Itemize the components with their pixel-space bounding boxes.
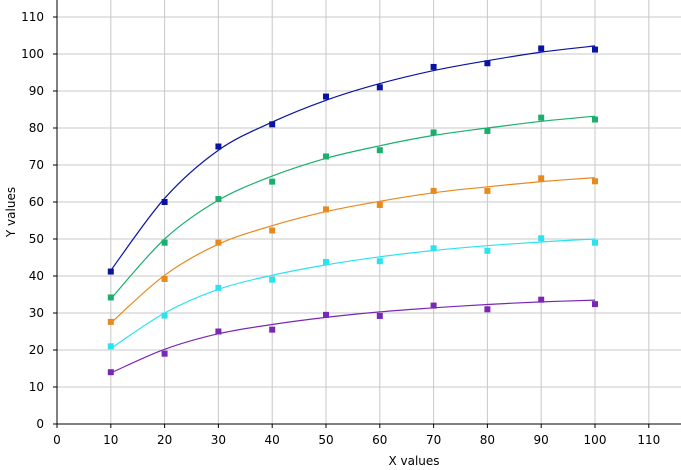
data-point — [538, 175, 545, 182]
data-point — [323, 258, 329, 265]
x-tick-label: 100 — [584, 433, 607, 447]
x-tick-label: 20 — [157, 433, 172, 447]
data-point — [215, 284, 222, 291]
data-point — [269, 121, 276, 128]
x-axis-title: X values — [388, 454, 439, 468]
data-point — [107, 294, 114, 301]
y-tick-label: 110 — [21, 10, 44, 24]
data-point — [107, 369, 114, 376]
y-tick-label: 10 — [29, 380, 44, 394]
x-tick-label: 90 — [534, 433, 549, 447]
y-tick-label: 0 — [36, 417, 44, 431]
data-point — [484, 306, 491, 313]
data-point — [538, 45, 545, 52]
data-point — [161, 350, 168, 357]
data-point — [592, 239, 598, 246]
series-layer — [107, 45, 598, 376]
data-point — [376, 312, 383, 319]
data-point — [376, 147, 383, 154]
data-point — [161, 312, 168, 319]
x-tick-label: 80 — [480, 433, 495, 447]
data-point — [323, 206, 329, 213]
fit-curve — [110, 299, 596, 374]
data-point — [430, 187, 437, 194]
gridlines — [57, 0, 681, 424]
data-point — [161, 199, 168, 205]
data-point — [269, 178, 276, 185]
fit-curve — [110, 238, 596, 350]
data-point — [215, 196, 222, 203]
data-point — [269, 227, 276, 234]
y-tick-label: 90 — [29, 84, 44, 98]
data-point — [215, 239, 222, 246]
data-point — [538, 235, 545, 242]
x-tick-label: 70 — [426, 433, 441, 447]
data-point — [538, 296, 545, 303]
data-point — [215, 328, 222, 335]
data-point — [430, 302, 437, 309]
data-point — [376, 258, 383, 265]
y-tick-label: 30 — [29, 306, 44, 320]
series-1 — [107, 45, 598, 275]
y-tick-label: 40 — [29, 269, 44, 283]
series-4 — [107, 235, 598, 350]
data-point — [376, 201, 383, 208]
axes: 0 10 20 30 40 50 60 70 80 90 100 110 0 10 20 30 40 50 60 70… — [21, 0, 681, 447]
data-point — [376, 84, 383, 91]
data-point — [484, 247, 491, 254]
x-tick-label: 40 — [265, 433, 280, 447]
data-point — [430, 245, 437, 252]
data-point — [538, 114, 545, 121]
y-axis-title: Y values — [4, 187, 18, 238]
data-point — [323, 153, 329, 160]
fit-curve — [110, 115, 596, 300]
x-tick-label: 0 — [53, 433, 61, 447]
data-point — [323, 93, 329, 100]
data-point — [107, 318, 114, 325]
data-point — [161, 275, 168, 282]
data-point — [430, 63, 437, 70]
data-point — [323, 311, 329, 318]
x-tick-label: 60 — [372, 433, 387, 447]
fit-curve — [110, 45, 596, 271]
y-tick-label: 70 — [29, 158, 44, 172]
data-point — [592, 301, 598, 308]
y-tick-label: 80 — [29, 121, 44, 135]
data-point — [484, 60, 491, 67]
data-point — [107, 268, 114, 275]
data-point — [215, 143, 222, 150]
fit-curve — [110, 177, 596, 324]
series-3 — [107, 175, 598, 325]
data-point — [484, 127, 491, 134]
series-5 — [107, 296, 598, 376]
series-2 — [107, 114, 598, 301]
data-point — [269, 276, 276, 283]
y-tick-label: 50 — [29, 232, 44, 246]
data-point — [269, 326, 276, 333]
x-tick-label: 30 — [211, 433, 226, 447]
x-tick-label: 10 — [103, 433, 118, 447]
data-point — [592, 46, 598, 53]
data-point — [161, 239, 168, 246]
y-tick-label: 60 — [29, 195, 44, 209]
data-point — [430, 129, 437, 136]
data-point — [592, 178, 598, 185]
x-tick-label: 50 — [318, 433, 333, 447]
x-tick-label: 110 — [637, 433, 660, 447]
data-point — [592, 116, 598, 123]
data-point — [107, 343, 114, 350]
y-tick-label: 100 — [21, 47, 44, 61]
data-point — [484, 187, 491, 194]
y-tick-label: 20 — [29, 343, 44, 357]
